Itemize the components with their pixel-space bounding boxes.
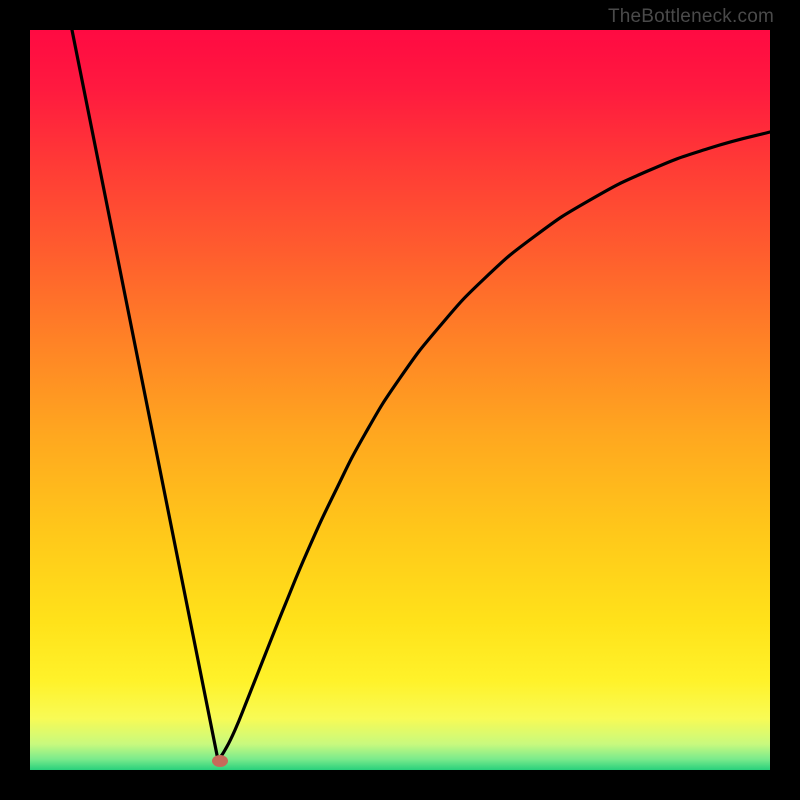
minimum-marker [212,755,228,767]
plot-area [30,30,770,770]
bottleneck-curve [30,30,770,770]
watermark-text: TheBottleneck.com [608,6,774,28]
chart-frame: TheBottleneck.com [0,0,800,800]
